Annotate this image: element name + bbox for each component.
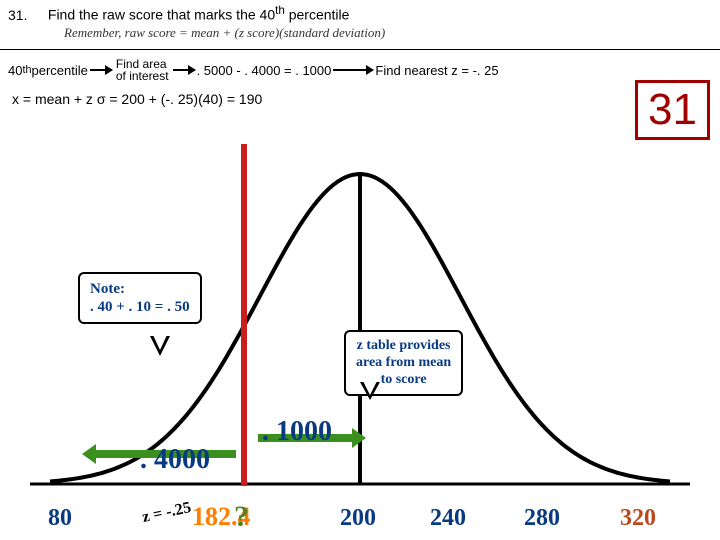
zt-line2: area from mean bbox=[356, 355, 451, 372]
slide-number-box: 31 bbox=[635, 80, 710, 140]
flow-nearest: Find nearest z = -. 25 bbox=[375, 63, 498, 78]
x-tick-label: 200 bbox=[340, 505, 376, 532]
note-line1: Note: bbox=[90, 280, 190, 298]
x-tick-label: 240 bbox=[430, 505, 466, 532]
question-mark: ? bbox=[234, 500, 249, 534]
callout-tail-icon bbox=[360, 382, 380, 400]
x-tick-label: 80 bbox=[48, 505, 72, 532]
flow-th: th bbox=[22, 64, 31, 76]
remember-line: Remember, raw score = mean + (z score)(s… bbox=[64, 25, 712, 41]
problem-title-row: 31. Find the raw score that marks the 40… bbox=[8, 4, 712, 23]
area-label-4000: . 4000 bbox=[140, 444, 210, 476]
arrow-icon bbox=[333, 69, 373, 71]
normal-curve-chart: . 4000 . 1000 Note: . 40 + . 10 = . 50 z… bbox=[0, 154, 720, 540]
flow-calc: . 5000 - . 4000 = . 1000 bbox=[197, 63, 332, 78]
flow-percentile: 40th percentile bbox=[8, 63, 88, 78]
flow-40: 40 bbox=[8, 63, 22, 78]
callout-tail-icon bbox=[150, 336, 170, 356]
arrow-icon bbox=[90, 69, 112, 71]
score-vertical-line bbox=[241, 144, 247, 486]
note-line2: . 40 + . 10 = . 50 bbox=[90, 298, 190, 316]
problem-number: 31. bbox=[8, 7, 44, 23]
flow-find-area: Find area of interest bbox=[116, 58, 169, 83]
problem-header: 31. Find the raw score that marks the 40… bbox=[0, 0, 720, 50]
flow-row: 40th percentile Find area of interest . … bbox=[0, 50, 720, 87]
find-line2: of interest bbox=[116, 70, 169, 83]
problem-prompt-b: percentile bbox=[285, 7, 350, 23]
x-tick-label: 320 bbox=[620, 505, 656, 532]
problem-prompt-sup: th bbox=[275, 4, 285, 17]
equation-line: x = mean + z σ = 200 + (-. 25)(40) = 190 bbox=[0, 87, 720, 109]
x-tick-label: 280 bbox=[524, 505, 560, 532]
arrow-icon bbox=[173, 69, 195, 71]
note-callout: Note: . 40 + . 10 = . 50 bbox=[78, 272, 202, 324]
zt-line1: z table provides bbox=[356, 338, 451, 355]
flow-pct: percentile bbox=[32, 63, 88, 78]
area-label-1000: . 1000 bbox=[262, 416, 332, 448]
problem-prompt-a: Find the raw score that marks the 40 bbox=[48, 7, 275, 23]
